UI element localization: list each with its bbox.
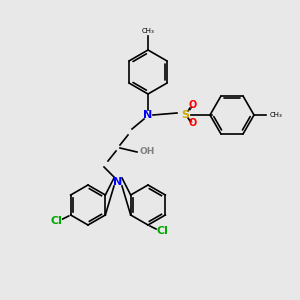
Text: CH₃: CH₃ bbox=[142, 28, 154, 34]
Text: S: S bbox=[181, 110, 189, 120]
Text: Cl: Cl bbox=[51, 216, 63, 226]
Text: N: N bbox=[143, 110, 153, 120]
Text: O: O bbox=[189, 100, 197, 110]
Text: CH₃: CH₃ bbox=[270, 112, 283, 118]
Text: N: N bbox=[113, 177, 123, 187]
Text: O: O bbox=[189, 118, 197, 128]
Text: OH: OH bbox=[140, 148, 155, 157]
Text: Cl: Cl bbox=[156, 226, 168, 236]
